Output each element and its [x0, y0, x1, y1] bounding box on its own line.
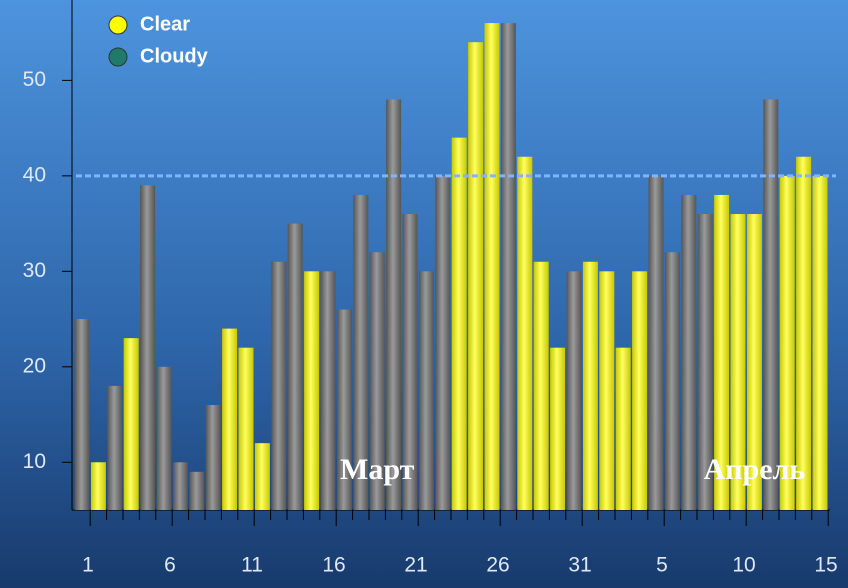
- bar: [254, 443, 270, 510]
- bar: [664, 252, 680, 510]
- bar: [287, 223, 303, 510]
- legend-marker: [108, 47, 128, 67]
- y-tick-label: 50: [23, 68, 46, 91]
- bar: [632, 271, 648, 510]
- bar: [468, 42, 484, 510]
- bar: [550, 347, 566, 510]
- bar: [615, 347, 631, 510]
- bar: [533, 261, 549, 510]
- annotation: Март: [340, 453, 415, 486]
- bar: [123, 338, 139, 510]
- bar: [812, 175, 828, 510]
- bar: [714, 194, 730, 510]
- bar: [484, 23, 500, 511]
- x-tick-label: 6: [164, 554, 176, 577]
- bar: [500, 23, 516, 511]
- bar: [189, 471, 205, 510]
- annotation: Апрель: [704, 453, 806, 486]
- bar: [304, 271, 320, 510]
- bar: [90, 462, 106, 510]
- bar: [353, 194, 369, 510]
- bar: [763, 99, 779, 511]
- bar: [599, 271, 615, 510]
- x-tick-label: 26: [486, 554, 509, 577]
- bar: [648, 175, 664, 510]
- bar: [74, 319, 90, 510]
- bar: [517, 156, 533, 511]
- x-tick-label: 11: [241, 554, 263, 577]
- x-tick-label: 1: [82, 554, 94, 577]
- bar: [566, 271, 582, 510]
- x-tick-label: 31: [568, 554, 591, 577]
- y-tick-label: 30: [23, 259, 46, 282]
- y-tick-label: 10: [23, 450, 46, 473]
- bar: [582, 261, 598, 510]
- bar: [386, 99, 402, 511]
- bar: [730, 214, 746, 511]
- bar: [681, 194, 697, 510]
- bar: [369, 252, 385, 510]
- bar: [418, 271, 434, 510]
- bar: [107, 385, 123, 510]
- y-tick-label: 40: [23, 163, 46, 186]
- x-tick-label: 16: [322, 554, 345, 577]
- bar: [238, 347, 254, 510]
- bar: [779, 175, 795, 510]
- x-tick-label: 5: [656, 554, 668, 577]
- x-tick-label: 10: [732, 554, 755, 577]
- x-tick-label: 15: [814, 554, 837, 577]
- bar: [222, 328, 238, 510]
- bar: [205, 404, 221, 510]
- bar: [435, 175, 451, 510]
- bar: [140, 185, 156, 510]
- legend-marker: [108, 15, 128, 35]
- bar: [271, 261, 287, 510]
- legend-label: Clear: [140, 13, 190, 35]
- x-tick-label: 21: [404, 554, 427, 577]
- y-tick-label: 20: [23, 354, 46, 377]
- legend-label: Cloudy: [140, 45, 209, 67]
- bar: [796, 156, 812, 511]
- bar: [402, 214, 418, 511]
- bar: [697, 214, 713, 511]
- bar: [746, 214, 762, 511]
- bar: [336, 309, 352, 510]
- bar: [451, 137, 467, 510]
- bar: [172, 462, 188, 510]
- bar: [320, 271, 336, 510]
- bar: [156, 366, 172, 510]
